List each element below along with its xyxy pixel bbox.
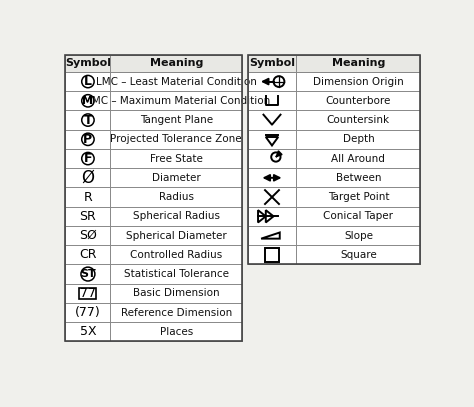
Text: Between: Between xyxy=(336,173,381,183)
Text: Statistical Tolerance: Statistical Tolerance xyxy=(124,269,229,279)
Bar xyxy=(65,168,242,188)
Text: Conical Taper: Conical Taper xyxy=(323,211,393,221)
Bar xyxy=(247,72,420,91)
Text: Counterbore: Counterbore xyxy=(326,96,391,106)
Bar xyxy=(80,288,96,299)
Bar xyxy=(247,130,420,149)
Text: Spherical Diameter: Spherical Diameter xyxy=(126,230,227,241)
Bar xyxy=(65,149,242,168)
Bar xyxy=(247,110,420,130)
Bar xyxy=(247,55,420,72)
Text: M: M xyxy=(82,96,93,106)
Text: Symbol: Symbol xyxy=(249,59,295,68)
Bar xyxy=(65,130,242,149)
Bar xyxy=(247,245,420,265)
Text: MMC – Maximum Material Condition: MMC – Maximum Material Condition xyxy=(82,96,270,106)
Bar xyxy=(65,265,242,284)
Bar xyxy=(65,322,242,341)
Bar xyxy=(247,207,420,226)
Text: 5X: 5X xyxy=(80,325,96,338)
Bar xyxy=(65,55,242,341)
Text: CR: CR xyxy=(79,248,97,261)
Text: Meaning: Meaning xyxy=(332,59,385,68)
Text: SØ: SØ xyxy=(79,229,97,242)
Bar xyxy=(65,284,242,303)
Bar xyxy=(247,55,420,265)
Text: (77): (77) xyxy=(75,306,101,319)
Text: Slope: Slope xyxy=(344,230,373,241)
Bar xyxy=(65,55,242,341)
Text: L: L xyxy=(84,75,92,88)
Bar xyxy=(65,207,242,226)
Text: Tangent Plane: Tangent Plane xyxy=(140,115,213,125)
Text: Countersink: Countersink xyxy=(327,115,390,125)
Text: Basic Dimension: Basic Dimension xyxy=(133,288,219,298)
Text: 77: 77 xyxy=(80,287,96,300)
Text: F: F xyxy=(84,152,92,165)
Text: Target Point: Target Point xyxy=(328,192,389,202)
Text: P: P xyxy=(83,133,92,146)
Text: T: T xyxy=(83,114,92,127)
Text: Symbol: Symbol xyxy=(65,59,111,68)
Bar xyxy=(65,303,242,322)
Text: SR: SR xyxy=(80,210,96,223)
Bar xyxy=(247,188,420,207)
Text: Radius: Radius xyxy=(159,192,194,202)
Bar xyxy=(265,248,279,262)
Bar xyxy=(65,226,242,245)
Text: ST: ST xyxy=(80,269,96,279)
Bar xyxy=(65,91,242,110)
Bar xyxy=(247,226,420,245)
Text: Reference Dimension: Reference Dimension xyxy=(121,308,232,317)
Bar xyxy=(65,188,242,207)
Text: Diameter: Diameter xyxy=(152,173,201,183)
Bar xyxy=(65,110,242,130)
Text: Places: Places xyxy=(160,327,193,337)
Text: Depth: Depth xyxy=(343,134,374,144)
Bar xyxy=(247,149,420,168)
Text: All Around: All Around xyxy=(331,153,385,164)
Bar xyxy=(247,168,420,188)
Text: Dimension Origin: Dimension Origin xyxy=(313,77,404,87)
Text: Projected Tolerance Zone: Projected Tolerance Zone xyxy=(110,134,242,144)
Text: Free State: Free State xyxy=(150,153,203,164)
Bar xyxy=(247,55,420,265)
Text: Controlled Radius: Controlled Radius xyxy=(130,250,222,260)
Text: R: R xyxy=(83,190,92,204)
Bar xyxy=(65,245,242,265)
Text: Spherical Radius: Spherical Radius xyxy=(133,211,220,221)
Text: LMC – Least Material Condition: LMC – Least Material Condition xyxy=(96,77,257,87)
Bar xyxy=(65,72,242,91)
Text: Ø: Ø xyxy=(82,169,94,187)
Text: Meaning: Meaning xyxy=(150,59,203,68)
Bar xyxy=(65,55,242,72)
Bar xyxy=(247,91,420,110)
Text: Square: Square xyxy=(340,250,377,260)
